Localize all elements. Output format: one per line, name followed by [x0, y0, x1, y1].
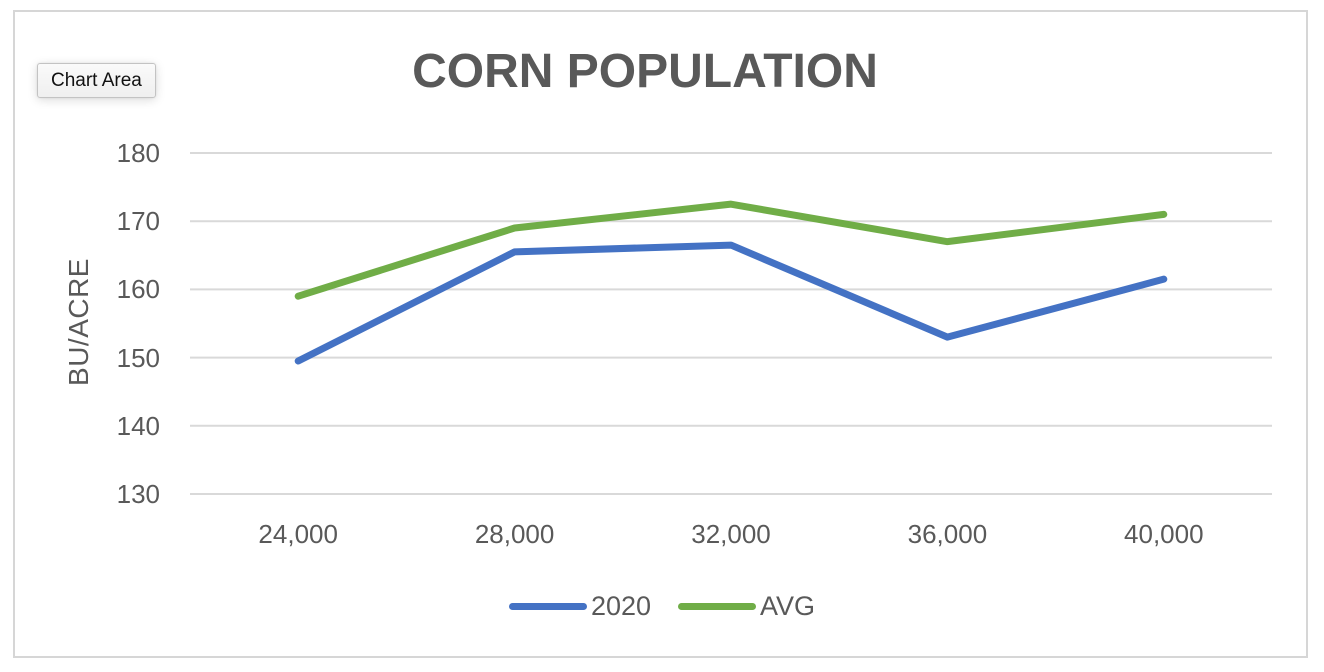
x-tick-label: 32,000 — [691, 519, 771, 549]
chart-area-tooltip: Chart Area — [37, 63, 156, 98]
legend-item-avg[interactable]: AVG — [678, 591, 815, 622]
y-tick-label: 150 — [116, 342, 160, 373]
chart-title[interactable]: CORN POPULATION — [412, 45, 878, 98]
y-tick-label: 160 — [116, 274, 160, 305]
legend-label: 2020 — [590, 590, 652, 621]
legend-line-swatch — [678, 602, 757, 610]
x-tick-label: 24,000 — [258, 519, 338, 549]
series-line-2020[interactable] — [294, 241, 1168, 365]
x-tick-label: 36,000 — [907, 519, 988, 549]
chart-area-tooltip-label: Chart Area — [51, 70, 142, 91]
y-tick-label: 140 — [116, 410, 160, 441]
y-tick-label: 180 — [116, 138, 160, 168]
chart-frame-border — [13, 10, 1308, 658]
legend[interactable]: 2020 AVG — [0, 590, 1324, 622]
x-tick-label: 28,000 — [474, 519, 555, 549]
y-tick-label: 170 — [116, 206, 160, 237]
legend-item-2020[interactable]: 2020 — [508, 590, 652, 622]
legend-line-swatch — [508, 602, 587, 610]
x-tick-label: 40,000 — [1124, 519, 1204, 549]
series-line-avg[interactable] — [294, 200, 1168, 300]
y-tick-label: 130 — [116, 479, 160, 509]
legend-label: AVG — [760, 590, 816, 621]
